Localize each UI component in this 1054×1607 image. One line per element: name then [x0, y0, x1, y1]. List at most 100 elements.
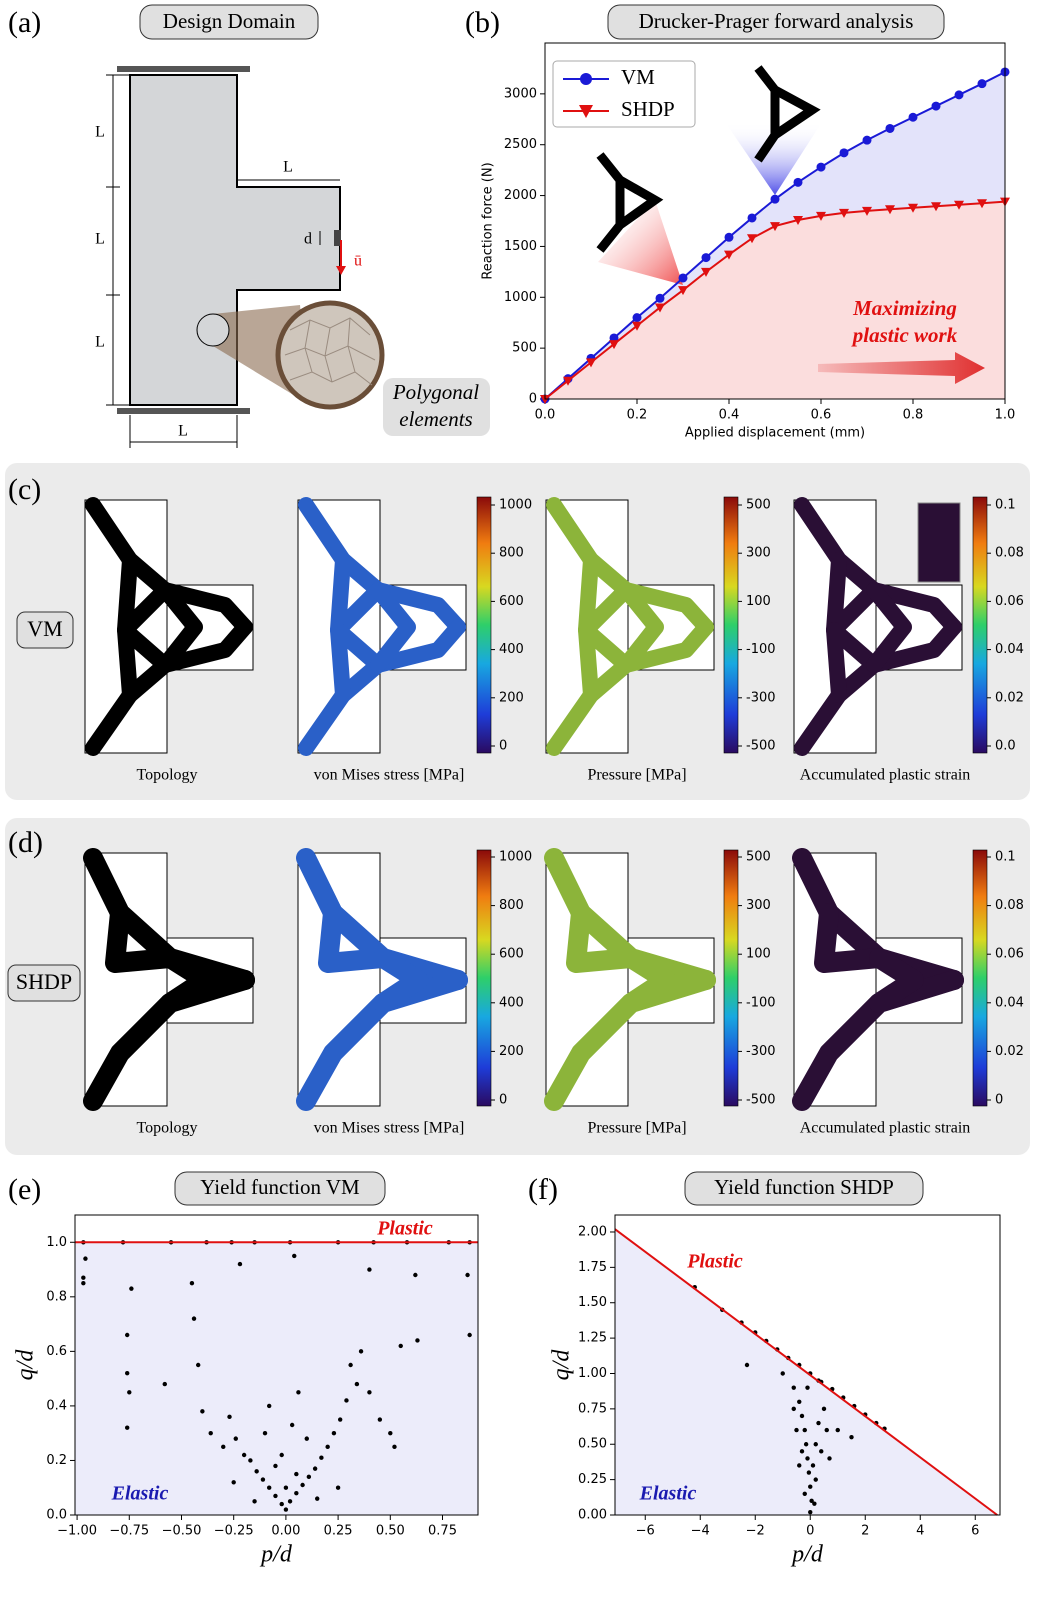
point — [811, 1463, 815, 1467]
y-tick-label: 0.75 — [578, 1401, 607, 1416]
marker — [886, 124, 895, 133]
point — [415, 1338, 419, 1342]
marker — [978, 79, 987, 88]
y-tick-label: 0 — [529, 392, 537, 407]
colorbar — [973, 850, 987, 1106]
zoom-inset — [918, 503, 960, 582]
point — [284, 1507, 288, 1511]
point — [800, 1449, 804, 1453]
colorbar-tick-label: 0.06 — [995, 947, 1024, 962]
x-tick-label: 1.0 — [995, 408, 1016, 423]
y-tick-label: 1500 — [504, 239, 537, 254]
colorbar-tick-label: 0.0 — [995, 739, 1016, 754]
point — [836, 1428, 840, 1432]
note: elements — [399, 407, 472, 431]
point — [296, 1390, 300, 1394]
y-tick-label: 1.00 — [578, 1366, 607, 1381]
annotation: Plastic — [376, 1218, 433, 1240]
x-tick-label: 0.2 — [627, 408, 648, 423]
marker — [702, 253, 711, 262]
point — [307, 1475, 311, 1479]
x-tick-label: 0.25 — [324, 1524, 353, 1539]
support — [117, 408, 250, 414]
marker — [725, 233, 734, 242]
x-tick-label: 0.0 — [535, 408, 556, 423]
caption: Pressure [MPa] — [587, 767, 686, 784]
x-tick-label: −2 — [746, 1524, 765, 1539]
y-tick-label: 0.0 — [46, 1508, 67, 1523]
dim-label: L — [283, 159, 293, 176]
y-tick-label: 0.4 — [46, 1398, 67, 1413]
row-label: VM — [27, 616, 62, 641]
dim-label: d — [304, 231, 312, 248]
colorbar-tick-label: 0 — [499, 739, 507, 754]
y-tick-label: 500 — [512, 341, 537, 356]
colorbar-tick-label: 0.1 — [995, 850, 1016, 865]
colorbar-tick-label: 100 — [746, 594, 771, 609]
point — [348, 1363, 352, 1367]
point — [280, 1502, 284, 1506]
y-tick-label: 0.8 — [46, 1289, 67, 1304]
x-tick-label: −0.75 — [109, 1524, 149, 1539]
chart-title: Yield function SHDP — [714, 1175, 894, 1199]
y-tick-label: 0.50 — [578, 1437, 607, 1452]
colorbar-tick-label: 100 — [746, 947, 771, 962]
marker — [840, 148, 849, 157]
point — [200, 1409, 204, 1413]
y-tick-label: 0.00 — [578, 1508, 607, 1523]
point — [127, 1390, 131, 1394]
point — [336, 1486, 340, 1490]
point — [344, 1398, 348, 1402]
colorbar-tick-label: 0.06 — [995, 594, 1024, 609]
colorbar — [724, 850, 738, 1106]
point — [399, 1344, 403, 1348]
marker — [932, 102, 941, 111]
colorbar-tick-label: 0 — [995, 1093, 1003, 1108]
point — [254, 1469, 258, 1473]
point — [125, 1371, 129, 1375]
y-tick-label: 0.2 — [46, 1453, 67, 1468]
caption: Accumulated plastic strain — [800, 1120, 971, 1137]
panel-label: (a) — [8, 6, 41, 39]
colorbar-tick-label: 600 — [499, 947, 524, 962]
caption: von Mises stress [MPa] — [314, 767, 465, 784]
point — [248, 1458, 252, 1462]
colorbar-tick-label: 200 — [499, 1044, 524, 1059]
x-tick-label: −4 — [691, 1524, 710, 1539]
load-label: ū — [354, 253, 362, 270]
elastic-region — [75, 1242, 478, 1515]
marker — [817, 163, 826, 172]
colorbar — [973, 497, 987, 753]
point — [803, 1492, 807, 1496]
point — [288, 1499, 292, 1503]
colorbar-tick-label: -100 — [746, 995, 776, 1010]
x-axis-label: p/d — [790, 1542, 824, 1568]
colorbar-tick-label: -300 — [746, 1044, 776, 1059]
support — [117, 66, 250, 72]
colorbar-tick-label: 0.02 — [995, 690, 1024, 705]
marker — [633, 313, 642, 322]
x-tick-label: 2 — [861, 1524, 869, 1539]
colorbar-tick-label: 0 — [499, 1093, 507, 1108]
point — [745, 1363, 749, 1367]
marker — [679, 273, 688, 282]
annotation: plastic work — [851, 323, 958, 347]
x-tick-label: 0 — [806, 1524, 814, 1539]
colorbar-tick-label: -500 — [746, 1093, 776, 1108]
colorbar-tick-label: 0.04 — [995, 642, 1024, 657]
x-tick-label: 6 — [971, 1524, 979, 1539]
caption: von Mises stress [MPa] — [314, 1120, 465, 1137]
point — [325, 1445, 329, 1449]
point — [242, 1453, 246, 1457]
domain — [85, 853, 167, 1106]
domain — [546, 853, 628, 1106]
point — [827, 1456, 831, 1460]
marker — [909, 113, 918, 122]
point — [392, 1445, 396, 1449]
point — [338, 1417, 342, 1421]
x-tick-label: −6 — [636, 1524, 655, 1539]
marker — [656, 294, 665, 303]
x-tick-label: 0.8 — [903, 408, 924, 423]
point — [816, 1421, 820, 1425]
point — [792, 1407, 796, 1411]
